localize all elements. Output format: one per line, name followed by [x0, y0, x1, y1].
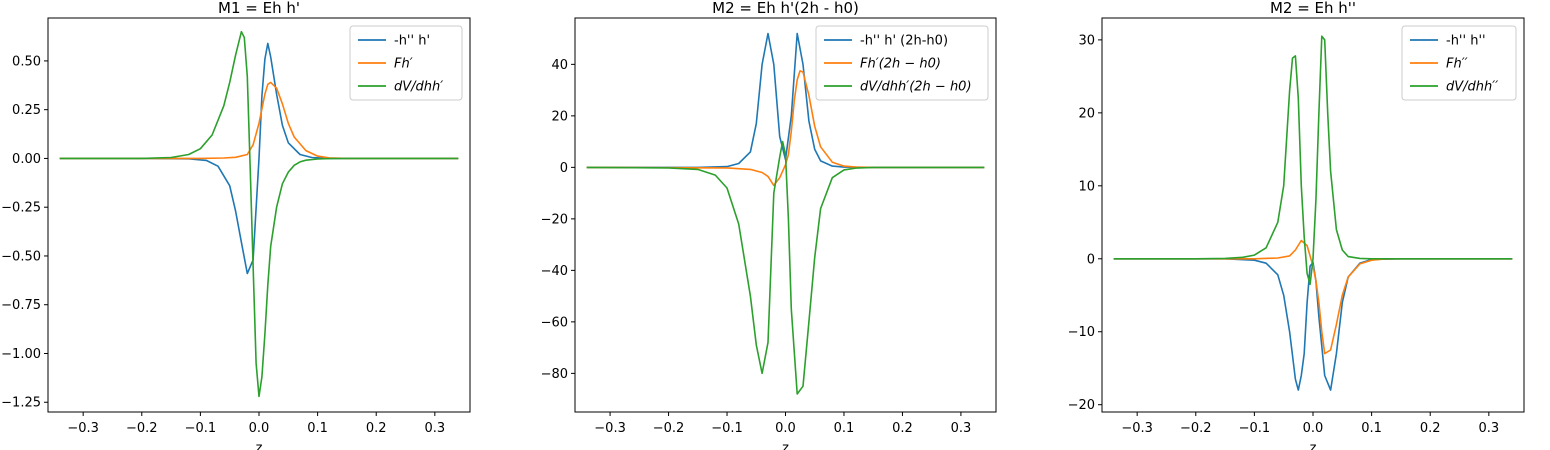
subplot-3: −0.3 −0.2 −0.1 0.0 0.1 0.2 0.3 −20 −10 0 10 20 30 M2… — [1068, 0, 1525, 450]
series-group-1 — [59, 30, 459, 398]
y-tick-label: 30 — [1078, 33, 1095, 48]
series-line-2 — [586, 70, 985, 187]
y-tick-label: −1.25 — [1, 396, 41, 411]
x-tick-label: 0.3 — [1478, 421, 1499, 436]
x-tick-label: 0.1 — [834, 421, 855, 436]
legend-3: -h'' h'' Fh′′ dV/dhh′′ — [1401, 25, 1517, 101]
y-tick-label: 10 — [1078, 179, 1095, 194]
series-group-3 — [1113, 35, 1513, 391]
x-tick-label: 0.0 — [1303, 421, 1324, 436]
legend-label-1: -h'' h'' — [1446, 34, 1486, 49]
y-tick-label: 0.25 — [12, 103, 41, 118]
y-tick-label: −0.50 — [1, 249, 41, 264]
legend-1: -h'' h' Fh′ dV/dhh′ — [349, 25, 463, 101]
y-tick-label: 40 — [551, 58, 568, 73]
axes-ticks-1: −0.3 −0.2 −0.1 0.0 0.1 0.2 0.3 −1.25 −1.00 −0.75 −… — [1, 54, 445, 436]
y-tick-label: −60 — [541, 315, 568, 330]
y-tick-label: −0.25 — [1, 201, 41, 216]
x-tick-label: 0.2 — [366, 421, 387, 436]
legend-label-1: -h'' h' (2h-h0) — [860, 34, 948, 49]
x-axis-label-2: z — [782, 441, 789, 450]
chart-title-2: M2 = Eh h'(2h - h0) — [712, 0, 859, 17]
x-tick-label: 0.3 — [424, 421, 445, 436]
x-tick-label: 0.3 — [951, 421, 972, 436]
x-tick-label: 0.2 — [1420, 421, 1441, 436]
legend-label-1: -h'' h' — [394, 34, 430, 49]
series-line-3 — [59, 30, 459, 398]
series-line-1 — [59, 42, 459, 275]
axes-ticks-2: −0.3 −0.2 −0.1 0.0 0.1 0.2 0.3 −80 −60 −40 −20 0 20 4… — [541, 58, 972, 436]
x-tick-label: −0.2 — [1180, 421, 1212, 436]
y-tick-label: −40 — [541, 264, 568, 279]
y-tick-label: −20 — [541, 212, 568, 227]
legend-box — [815, 25, 989, 101]
y-tick-label: −20 — [1068, 398, 1095, 413]
x-tick-label: −0.1 — [711, 421, 743, 436]
series-line-3 — [586, 140, 985, 395]
x-tick-label: 0.0 — [775, 421, 796, 436]
x-tick-label: 0.0 — [249, 421, 270, 436]
x-tick-label: −0.3 — [594, 421, 626, 436]
x-tick-label: −0.3 — [1121, 421, 1153, 436]
x-tick-label: 0.1 — [1361, 421, 1382, 436]
y-tick-label: 0 — [1087, 252, 1095, 267]
legend-label-3: dV/dhh′ — [394, 80, 443, 95]
y-tick-label: 0.50 — [12, 54, 41, 69]
x-tick-label: −0.2 — [653, 421, 685, 436]
x-tick-label: 0.1 — [307, 421, 328, 436]
y-tick-label: −80 — [541, 367, 568, 382]
y-tick-label: −0.75 — [1, 298, 41, 313]
legend-2: -h'' h' (2h-h0) Fh′(2h − h0) dV/dhh′(2h − … — [815, 25, 989, 101]
legend-box — [349, 25, 463, 101]
legend-box — [1401, 25, 1517, 101]
series-group-2 — [586, 32, 985, 395]
legend-label-2: Fh′ — [394, 57, 413, 72]
legend-label-2: Fh′(2h − h0) — [860, 57, 941, 72]
x-axis-label-1: z — [256, 441, 263, 450]
series-line-2 — [1113, 239, 1513, 355]
x-tick-label: −0.3 — [67, 421, 99, 436]
y-tick-label: 20 — [551, 109, 568, 124]
legend-label-3: dV/dhh′′ — [1446, 80, 1498, 95]
x-tick-label: −0.2 — [126, 421, 158, 436]
chart-title-1: M1 = Eh h' — [218, 0, 300, 17]
axes-ticks-3: −0.3 −0.2 −0.1 0.0 0.1 0.2 0.3 −20 −10 0 10 20 30 — [1068, 33, 1500, 436]
y-tick-label: −10 — [1068, 325, 1095, 340]
x-axis-label-3: z — [1310, 441, 1317, 450]
legend-label-3: dV/dhh′(2h − h0) — [860, 80, 972, 95]
legend-label-2: Fh′′ — [1446, 57, 1468, 72]
chart-title-3: M2 = Eh h'' — [1270, 0, 1356, 17]
x-tick-label: −0.1 — [185, 421, 217, 436]
subplot-2: −0.3 −0.2 −0.1 0.0 0.1 0.2 0.3 −80 −60 −40 −20 0 20 4… — [541, 0, 997, 450]
x-tick-label: −0.1 — [1239, 421, 1271, 436]
y-tick-label: −1.00 — [1, 347, 41, 362]
y-tick-label: 20 — [1078, 106, 1095, 121]
x-tick-label: 0.2 — [892, 421, 913, 436]
y-tick-label: 0.00 — [12, 152, 41, 167]
series-line-2 — [59, 81, 459, 160]
y-tick-label: 0 — [560, 161, 568, 176]
subplot-1: −0.3 −0.2 −0.1 0.0 0.1 0.2 0.3 −1.25 −1.00 −0.75 −… — [1, 0, 471, 450]
series-line-3 — [1113, 35, 1513, 286]
